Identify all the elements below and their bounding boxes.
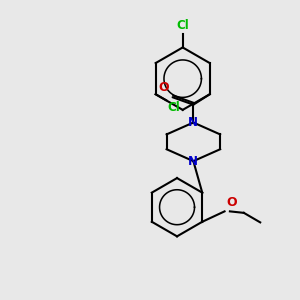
- Text: O: O: [226, 196, 237, 209]
- Text: Cl: Cl: [176, 19, 189, 32]
- Text: N: N: [188, 116, 198, 129]
- Text: N: N: [188, 154, 198, 168]
- Text: O: O: [158, 81, 169, 94]
- Text: Cl: Cl: [167, 101, 180, 114]
